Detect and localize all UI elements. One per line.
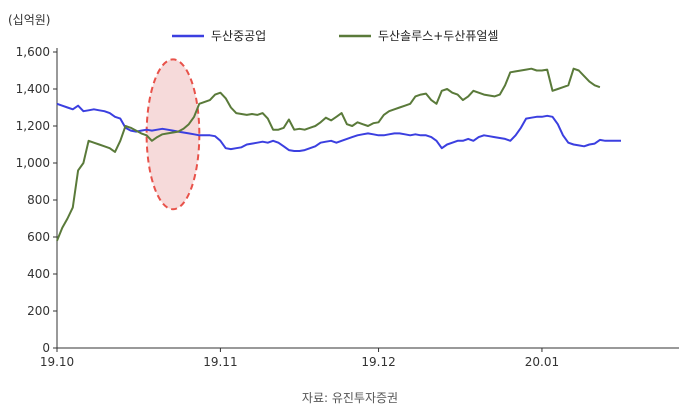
x-tick-label: 19.11 [203,355,237,369]
y-tick-label: 1,600 [16,45,50,59]
series-lines [56,67,621,242]
series-line-0 [56,102,621,152]
legend-label-doosan-heavy: 두산중공업 [211,29,266,43]
y-axis-ticks: 0 200 400 600 800 1,000 1,200 1,400 1,600 [16,45,57,355]
x-axis-ticks: 19.10 19.11 19.12 20.01 [40,348,559,369]
legend-label-doosan-solus-fuelcell: 두산솔루스+두산퓨얼셀 [378,29,498,43]
y-tick-label: 0 [42,341,50,355]
x-tick-label: 19.12 [361,355,395,369]
y-tick-label: 1,200 [16,119,50,133]
y-tick-label: 400 [27,267,50,281]
y-tick-label: 600 [27,230,50,244]
legend: 두산중공업 두산솔루스+두산퓨얼셀 [172,29,498,43]
y-unit-label: (십억원) [8,13,50,27]
x-tick-label: 20.01 [525,355,559,369]
y-tick-label: 200 [27,304,50,318]
y-tick-label: 1,000 [16,156,50,170]
y-tick-label: 800 [27,193,50,207]
x-tick-label: 19.10 [40,355,74,369]
source-note: 자료: 유진투자증권 [302,391,398,405]
y-tick-label: 1,400 [16,82,50,96]
series-line-1 [56,67,601,242]
